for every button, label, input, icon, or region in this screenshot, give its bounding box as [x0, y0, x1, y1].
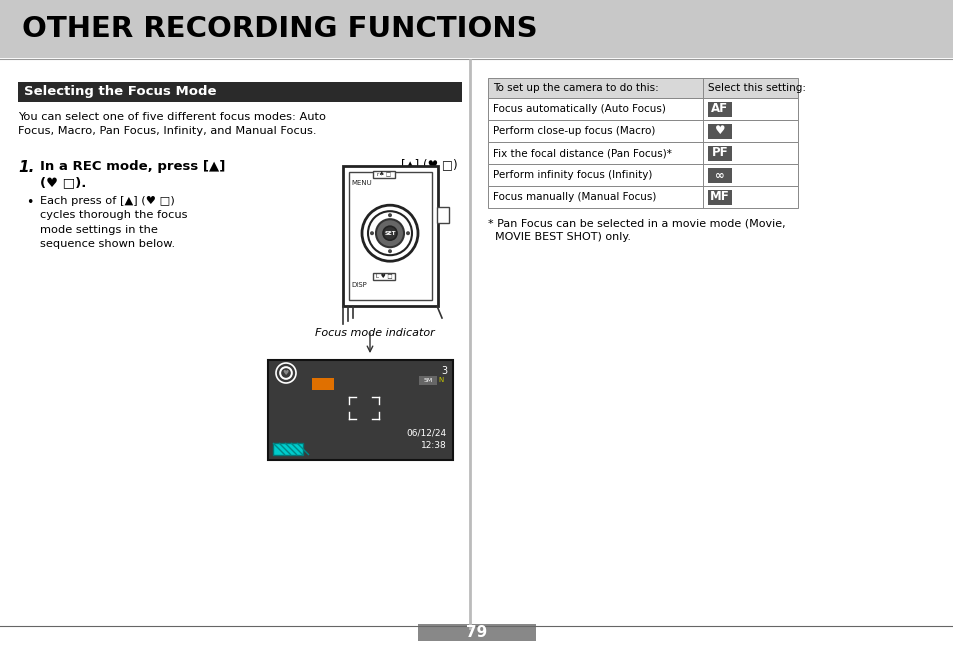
Text: N: N	[438, 377, 443, 384]
Bar	[268, 360, 453, 460]
Text: AF: AF	[711, 103, 728, 116]
Bar	[488, 120, 797, 142]
Bar	[349, 172, 432, 300]
Text: PF: PF	[711, 147, 727, 160]
Text: SET: SET	[384, 231, 395, 236]
Text: To set up the camera to do this:: To set up the camera to do this:	[493, 83, 659, 93]
Text: * Pan Focus can be selected in a movie mode (Movie,: * Pan Focus can be selected in a movie m…	[488, 218, 785, 228]
Circle shape	[406, 231, 410, 235]
Circle shape	[370, 231, 374, 235]
Circle shape	[388, 249, 392, 253]
Text: ♥: ♥	[283, 370, 289, 376]
Text: Fix the focal distance (Pan Focus)*: Fix the focal distance (Pan Focus)*	[493, 148, 671, 158]
Text: 5M: 5M	[423, 378, 432, 383]
Bar	[488, 142, 797, 164]
Bar	[488, 164, 797, 186]
Bar	[373, 273, 395, 280]
Text: r♣ □: r♣ □	[376, 172, 391, 178]
Text: MOVIE BEST SHOT) only.: MOVIE BEST SHOT) only.	[488, 232, 630, 242]
Bar	[488, 186, 797, 208]
Text: Focus manually (Manual Focus): Focus manually (Manual Focus)	[493, 192, 656, 202]
Text: Each press of [▲] (♥ □)
cycles thorough the focus
mode settings in the
sequence : Each press of [▲] (♥ □) cycles thorough …	[40, 196, 188, 249]
Text: Perform infinity focus (Infinity): Perform infinity focus (Infinity)	[493, 170, 652, 180]
Text: Select this setting:: Select this setting:	[707, 83, 805, 93]
Circle shape	[361, 205, 417, 261]
Text: Focus automatically (Auto Focus): Focus automatically (Auto Focus)	[493, 104, 665, 114]
Text: DISP: DISP	[351, 282, 366, 288]
Bar	[707, 101, 731, 116]
Text: [▲] (♥ □): [▲] (♥ □)	[401, 158, 457, 171]
Bar	[373, 171, 395, 178]
Bar	[707, 123, 731, 138]
Bar	[418, 376, 436, 385]
Bar	[707, 167, 731, 183]
Text: Focus mode indicator: Focus mode indicator	[314, 328, 435, 338]
Circle shape	[382, 226, 396, 240]
Bar	[488, 98, 797, 120]
Circle shape	[280, 367, 292, 379]
Bar	[273, 443, 303, 455]
Text: MF: MF	[709, 191, 729, 203]
Bar	[707, 189, 731, 205]
Text: ∞: ∞	[715, 169, 724, 182]
Text: Perform close-up focus (Macro): Perform close-up focus (Macro)	[493, 126, 655, 136]
Bar	[312, 378, 334, 390]
Bar	[707, 145, 731, 160]
Text: •: •	[26, 196, 33, 209]
Circle shape	[368, 211, 412, 255]
Bar	[488, 78, 797, 98]
Text: In a REC mode, press [▲]: In a REC mode, press [▲]	[40, 160, 225, 173]
Circle shape	[275, 363, 295, 383]
Text: You can select one of five different focus modes: Auto
Focus, Macro, Pan Focus, : You can select one of five different foc…	[18, 112, 326, 136]
Bar	[18, 82, 461, 102]
Text: 1.: 1.	[18, 160, 34, 175]
Text: ♥: ♥	[714, 125, 724, 138]
Circle shape	[375, 219, 403, 247]
Circle shape	[282, 369, 290, 377]
Bar	[0, 0, 953, 58]
Bar	[343, 166, 437, 306]
Text: Selecting the Focus Mode: Selecting the Focus Mode	[24, 85, 216, 98]
Bar	[417, 624, 536, 641]
Text: 06/12/24: 06/12/24	[406, 429, 447, 438]
Text: (♥ □).: (♥ □).	[40, 176, 87, 189]
Text: 3: 3	[440, 366, 447, 376]
Text: 79: 79	[466, 625, 487, 640]
Text: L ♥ □: L ♥ □	[375, 274, 392, 279]
Text: OTHER RECORDING FUNCTIONS: OTHER RECORDING FUNCTIONS	[22, 15, 537, 43]
Bar	[436, 207, 449, 223]
Circle shape	[388, 213, 392, 217]
Text: MENU: MENU	[351, 180, 372, 186]
Text: 12:38: 12:38	[421, 441, 447, 450]
